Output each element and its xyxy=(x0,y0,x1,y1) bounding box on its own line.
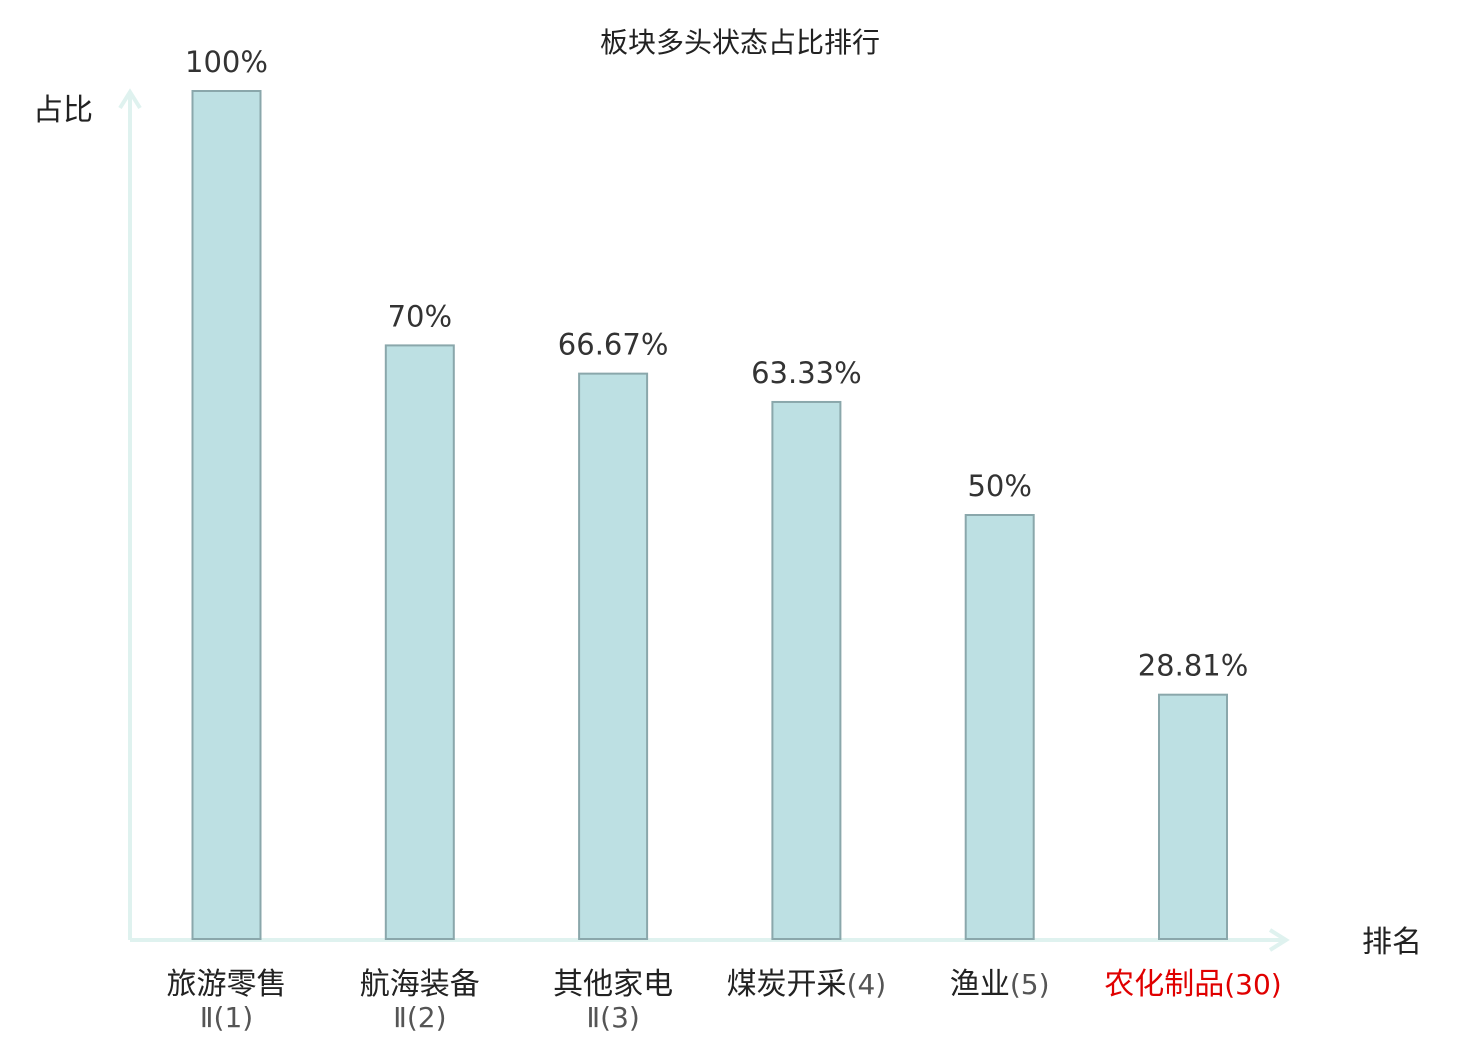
bar-6 xyxy=(1158,693,1228,941)
category-rank: (4) xyxy=(847,968,887,1001)
y-axis-label: 占比 xyxy=(33,93,93,128)
category-name: 渔业 xyxy=(950,967,1010,1002)
category-name: 农化制品 xyxy=(1104,967,1224,1002)
x-tick-label-5: 渔业(5) xyxy=(950,967,1050,1002)
value-label-3: 66.67% xyxy=(558,328,669,362)
value-label-2: 70% xyxy=(388,299,452,333)
category-rank: (30) xyxy=(1224,968,1281,1001)
bar-4 xyxy=(771,400,842,940)
axes xyxy=(118,88,1290,952)
chart-title: 板块多头状态占比排行 xyxy=(600,26,880,59)
category-rank: Ⅱ(1) xyxy=(200,1001,253,1034)
bar-5 xyxy=(964,514,1035,940)
category-rank: Ⅱ(2) xyxy=(393,1001,446,1034)
y-axis-arrow xyxy=(118,88,142,110)
value-label-1: 100% xyxy=(185,45,268,79)
category-rank: Ⅱ(3) xyxy=(586,1001,639,1034)
value-label-6: 28.81% xyxy=(1138,649,1249,683)
bar-2 xyxy=(384,344,455,940)
bar-1 xyxy=(191,90,262,940)
bars xyxy=(191,90,1228,941)
x-axis-label: 排名 xyxy=(1362,925,1422,960)
x-tick-label-4: 煤炭开采(4) xyxy=(727,967,887,1002)
value-label-4: 63.33% xyxy=(751,356,862,390)
x-tick-label-6: 农化制品(30) xyxy=(1104,967,1281,1002)
category-name: 航海装备 xyxy=(360,967,480,1002)
x-tick-label-1: 旅游零售 Ⅱ(1) xyxy=(167,967,287,1034)
x-tick-label-3: 其他家电 Ⅱ(3) xyxy=(553,967,673,1034)
category-name: 其他家电 xyxy=(553,967,673,1002)
category-rank: (5) xyxy=(1010,968,1050,1001)
value-labels: 100% 70% 66.67% 63.33% 50% 28.81% xyxy=(185,45,1248,683)
x-tick-label-2: 航海装备 Ⅱ(2) xyxy=(360,967,480,1034)
bar-3 xyxy=(578,372,649,940)
x-tick-labels: 旅游零售 Ⅱ(1) 航海装备 Ⅱ(2) 其他家电 Ⅱ(3) 煤炭开采(4) 渔业(5) 农化制品… xyxy=(167,967,1282,1034)
value-label-5: 50% xyxy=(967,469,1031,503)
x-axis-arrow xyxy=(1268,928,1290,952)
category-name: 煤炭开采 xyxy=(727,967,847,1002)
category-name: 旅游零售 xyxy=(167,967,287,1002)
